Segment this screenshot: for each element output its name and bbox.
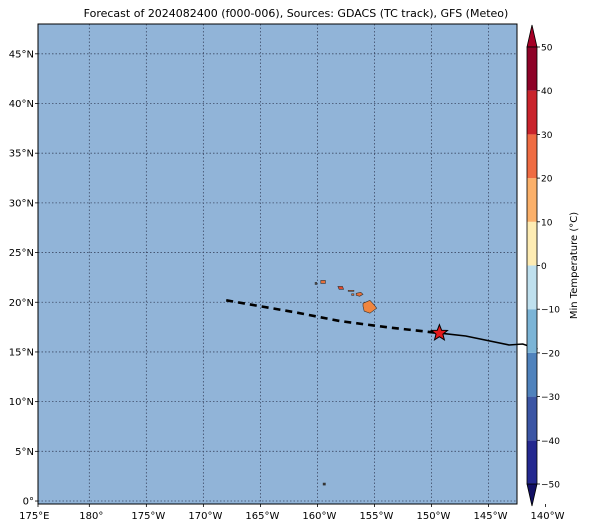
- ocean-background: [38, 24, 517, 504]
- colorbar-band: [527, 178, 537, 222]
- colorbar-tick-label: −50: [541, 481, 560, 491]
- colorbar-tick-label: 50: [541, 44, 553, 54]
- colorbar-band: [527, 352, 537, 397]
- colorbar-tick-label: −20: [541, 349, 560, 359]
- lon-tick-label: 150°W: [416, 511, 450, 522]
- lat-tick-label: 25°N: [9, 248, 34, 259]
- lat-tick-label: 40°N: [9, 99, 34, 110]
- island-kauai: [320, 280, 326, 284]
- colorbar-band: [527, 134, 537, 179]
- lon-tick-label: 160°W: [302, 511, 336, 522]
- colorbar-tick-label: 10: [541, 218, 553, 228]
- colorbar-label: Min Temperature (°C): [569, 212, 580, 319]
- colorbar-tick-label: −30: [541, 393, 560, 403]
- lon-tick-label: 155°W: [359, 511, 393, 522]
- colorbar-tick-label: −40: [541, 437, 560, 447]
- lat-tick-label: 5°N: [15, 447, 34, 458]
- axis-ticks: 175°E 180° 175°W 170°W 165°W 160°W 155°W 150°W 1…: [9, 49, 565, 522]
- colorbar-band: [527, 396, 537, 441]
- lon-tick-label: 165°W: [245, 511, 279, 522]
- island-niihau: [314, 282, 318, 285]
- lat-tick-label: 30°N: [9, 198, 34, 209]
- lon-tick-label: 175°W: [131, 511, 165, 522]
- lat-tick-label: 45°N: [9, 49, 34, 60]
- island-molokai: [347, 289, 355, 292]
- lat-tick-label: 15°N: [9, 347, 34, 358]
- colorbar-upper-extend: [526, 24, 538, 48]
- colorbar-band: [527, 47, 537, 91]
- lon-tick-label: 145°W: [473, 511, 507, 522]
- colorbar-tick-label: 30: [541, 131, 553, 141]
- current-position-star-icon: [430, 323, 449, 342]
- colorbar-tick-label: 40: [541, 87, 553, 97]
- colorbar: −50 −40 −30 −20 −10 0 10 20 30 40 50 Min Temperatur…: [526, 24, 580, 507]
- map-panel: 175°E 180° 175°W 170°W 165°W 160°W 155°W 150°W 1…: [9, 23, 565, 522]
- colorbar-band: [527, 90, 537, 135]
- colorbar-tick-label: 20: [541, 175, 553, 185]
- island-maui: [355, 291, 364, 297]
- colorbar-band: [527, 221, 537, 266]
- colorbar-band: [527, 440, 537, 484]
- lat-tick-label: 10°N: [9, 397, 34, 408]
- lat-tick-label: 20°N: [9, 298, 34, 309]
- colorbar-tick-label: −10: [541, 306, 560, 316]
- lat-tick-label: 35°N: [9, 149, 34, 160]
- lon-tick-label: 140°W: [531, 511, 565, 522]
- lon-tick-label: 170°W: [188, 511, 222, 522]
- colorbar-lower-extend: [526, 483, 538, 507]
- island-oahu: [337, 286, 345, 290]
- island-johnston: [322, 482, 326, 486]
- map-frame: [37, 23, 518, 505]
- lon-tick-label: 175°E: [19, 511, 49, 522]
- colorbar-tick-label: 0: [541, 262, 547, 272]
- island-lanai: [351, 293, 355, 296]
- lat-tick-label: 0°: [23, 497, 34, 508]
- gridlines: [38, 24, 517, 504]
- island-hawaii: [362, 299, 378, 314]
- colorbar-band: [527, 309, 537, 353]
- colorbar-band: [527, 265, 537, 310]
- map-title: Forecast of 2024082400 (f000-006), Sourc…: [83, 7, 509, 20]
- lon-tick-label: 180°: [79, 511, 103, 522]
